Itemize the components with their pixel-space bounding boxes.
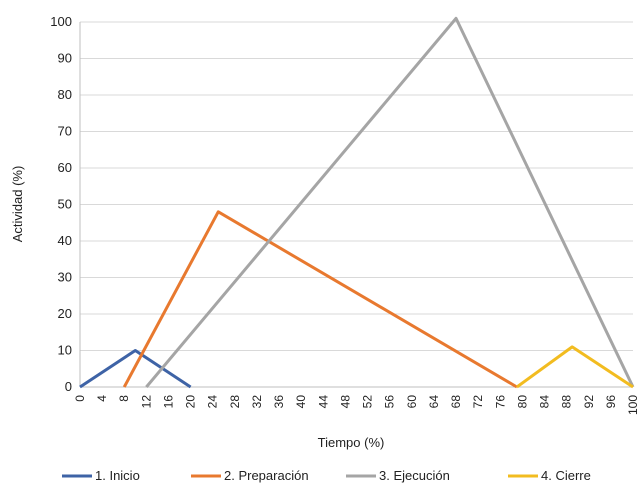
- x-tick-label: 0: [73, 395, 87, 402]
- x-tick-label: 32: [250, 395, 264, 409]
- series-line-2: [122, 210, 518, 389]
- y-tick-label: 90: [58, 51, 72, 66]
- y-tick-label: 40: [58, 233, 72, 248]
- legend: 1. Inicio 2. Preparación 3. Ejecución 4. Ci…: [62, 468, 591, 483]
- x-tick-label: 8: [117, 395, 131, 402]
- y-tick-label: 50: [58, 197, 72, 212]
- legend-label-1: 1. Inicio: [95, 468, 140, 483]
- x-tick-label: 96: [604, 395, 618, 409]
- legend-label-3: 3. Ejecución: [379, 468, 450, 483]
- y-tick-label: 20: [58, 306, 72, 321]
- x-tick-label: 40: [294, 395, 308, 409]
- series-line-1: [79, 349, 192, 389]
- y-tick-label: 60: [58, 160, 72, 175]
- x-tick-label: 72: [471, 395, 485, 409]
- grid-lines: [80, 21, 633, 351]
- x-tick-label: 100: [626, 395, 639, 415]
- x-tick-label: 48: [338, 395, 352, 409]
- x-tick-label: 84: [538, 395, 552, 409]
- axes: [79, 22, 633, 388]
- x-tick-label: 24: [206, 395, 220, 409]
- y-tick-label: 70: [58, 124, 72, 139]
- legend-label-2: 2. Preparación: [224, 468, 309, 483]
- x-tick-label: 88: [560, 395, 574, 409]
- x-tick-label: 60: [405, 395, 419, 409]
- series-line-3: [145, 16, 635, 388]
- x-tick-label: 20: [184, 395, 198, 409]
- x-tick-label: 76: [493, 395, 507, 409]
- y-tick-label: 10: [58, 343, 72, 358]
- x-tick-label: 52: [361, 395, 375, 409]
- x-tick-label: 92: [582, 395, 596, 409]
- y-tick-label: 30: [58, 270, 72, 285]
- series-lines: [79, 16, 635, 389]
- y-tick-label: 0: [65, 379, 72, 394]
- x-axis-ticks: 0 4 8 12 16 20 24 28 32 36 40 44 48 52 56 60 64 68 72 76 80 8…: [73, 395, 639, 415]
- series-line-4: [515, 345, 634, 389]
- x-tick-label: 4: [95, 395, 109, 402]
- y-tick-label: 80: [58, 87, 72, 102]
- x-axis-title: Tiempo (%): [318, 435, 385, 450]
- x-tick-label: 80: [515, 395, 529, 409]
- x-tick-label: 12: [139, 395, 153, 409]
- x-tick-label: 36: [272, 395, 286, 409]
- x-tick-label: 64: [427, 395, 441, 409]
- x-tick-label: 16: [161, 395, 175, 409]
- x-tick-label: 44: [316, 395, 330, 409]
- legend-label-4: 4. Cierre: [541, 468, 591, 483]
- y-tick-label: 100: [50, 14, 72, 29]
- y-axis-ticks: 0 10 20 30 40 50 60 70 80 90 100: [50, 14, 72, 394]
- y-axis-title: Actividad (%): [10, 166, 25, 243]
- x-tick-label: 28: [228, 395, 242, 409]
- x-tick-label: 68: [449, 395, 463, 409]
- x-tick-label: 56: [383, 395, 397, 409]
